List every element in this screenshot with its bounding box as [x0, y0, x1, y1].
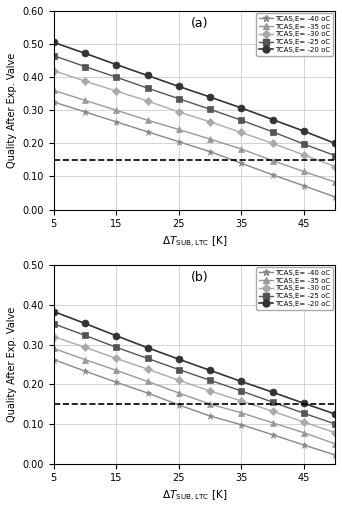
Text: (a): (a): [191, 17, 209, 30]
Y-axis label: Quality After Exp. Valve: Quality After Exp. Valve: [7, 53, 17, 168]
X-axis label: $\Delta T_{\mathrm{SUB,LTC}}$ [K]: $\Delta T_{\mathrm{SUB,LTC}}$ [K]: [162, 235, 227, 250]
X-axis label: $\Delta T_{\mathrm{SUB,LTC}}$ [K]: $\Delta T_{\mathrm{SUB,LTC}}$ [K]: [162, 489, 227, 504]
Legend: TCAS,E= -40 oC, TCAS,E= -35 oC, TCAS,E= -30 oC, TCAS,E= -25 oC, TCAS,E= -20 oC: TCAS,E= -40 oC, TCAS,E= -35 oC, TCAS,E= …: [256, 13, 333, 56]
Y-axis label: Quality After Exp. Valve: Quality After Exp. Valve: [7, 307, 17, 422]
Text: (b): (b): [191, 271, 209, 284]
Legend: TCAS,E= -40 oC, TCAS,E= -35 oC, TCAS,E= -30 oC, TCAS,E= -25 oC, TCAS,E= -20 oC: TCAS,E= -40 oC, TCAS,E= -35 oC, TCAS,E= …: [256, 267, 333, 310]
